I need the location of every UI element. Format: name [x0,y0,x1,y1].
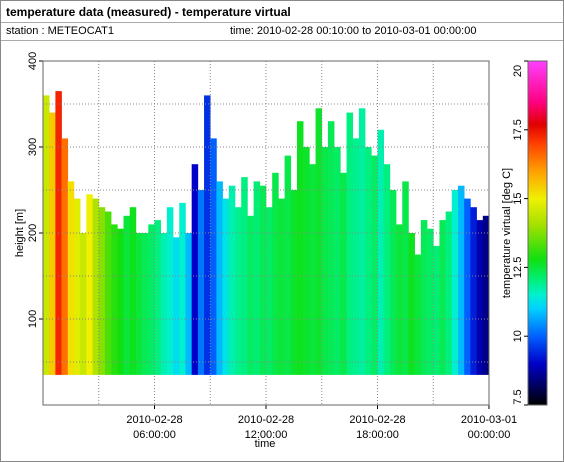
heat-column [303,147,310,375]
heat-column [61,138,69,375]
heat-column [445,211,453,375]
y-tick-label: 400 [27,52,39,70]
heat-column [185,233,192,375]
chart-title: temperature data (measured) - temperatur… [6,5,291,19]
heat-column [358,108,366,375]
heat-column [111,224,118,375]
heat-column [43,95,50,375]
x-tick-label: 2010-03-01 00:00:00 [461,414,517,441]
heat-column [389,190,397,375]
heat-column [160,233,168,375]
x-tick-label: 2010-02-28 06:00:00 [126,414,182,441]
heat-column [433,245,440,375]
heat-column [284,155,292,375]
heat-column [377,129,384,375]
heat-column [464,198,471,375]
y-tick-label: 100 [27,310,39,328]
heat-column [371,155,378,375]
colorbar-tick-label: 12.5 [512,257,524,278]
heat-column [408,233,415,375]
heat-column [272,172,279,375]
heat-column [247,215,254,375]
heat-column [179,202,186,375]
y-axis-label: height [m] [14,209,26,257]
heat-column [123,215,131,375]
heat-column [321,147,329,375]
heat-column [327,121,335,375]
heat-column [129,207,137,375]
colorbar-tick-label: 7.5 [512,389,524,404]
heat-column [458,185,465,375]
colorbar-tick-label: 10 [512,330,524,342]
heat-column [383,164,391,375]
heat-column [222,198,230,375]
heat-column [334,147,341,375]
heat-column [290,190,298,375]
y-tick-label: 300 [27,138,39,156]
heat-column [216,181,223,375]
heat-column [197,190,205,375]
heat-column [235,207,242,375]
heat-column [117,228,124,375]
x-tick-label: 2010-02-28 18:00:00 [349,414,405,441]
heat-column [67,181,75,375]
heat-column [315,108,323,375]
colorbar-tick-label: 15 [512,192,524,204]
heat-column [210,138,217,375]
heat-column [259,185,267,375]
heat-column [476,220,484,375]
heat-column [340,172,347,375]
heat-column [92,198,100,375]
heat-column [482,215,490,375]
time-range: time: 2010-02-28 00:10:00 to 2010-03-01 … [230,25,476,37]
heat-column [253,181,261,375]
heat-column [470,207,477,375]
heat-column [420,220,428,375]
station: station : METEOCAT1 [6,25,114,37]
heat-column [154,220,161,375]
heat-column [49,112,56,375]
heat-column [166,207,174,375]
heat-column [104,211,112,375]
heat-column [204,95,211,375]
x-tick-label: 2010-02-28 12:00:00 [238,414,294,441]
heat-column [451,190,459,375]
heat-column [135,233,143,375]
heat-column [278,198,285,375]
heat-column [266,207,273,375]
plot-border [42,60,490,406]
heat-column [427,228,434,375]
x-axis-label: time [255,438,276,450]
heat-column [191,164,199,375]
heat-column [73,198,81,375]
heat-column [352,138,360,375]
heat-column [173,237,180,375]
y-tick-label: 200 [27,224,39,242]
heat-column [80,233,87,375]
heat-column [86,194,93,375]
colorbar-tick-label: 17.5 [512,119,524,140]
heat-column [148,224,155,375]
heat-column [228,185,236,375]
heat-column [414,254,422,375]
heat-column [296,121,304,375]
heat-column [309,164,316,375]
heat-column [439,220,446,375]
heat-column [402,181,409,375]
colorbar-label: temperature virtual [deg C] [501,168,513,298]
heat-column [365,147,372,375]
heat-column [98,207,106,375]
heat-column [346,112,354,375]
colorbar [527,60,548,406]
colorbar-tick-label: 20 [512,65,524,77]
heat-column [396,224,403,375]
heat-column [142,233,149,375]
